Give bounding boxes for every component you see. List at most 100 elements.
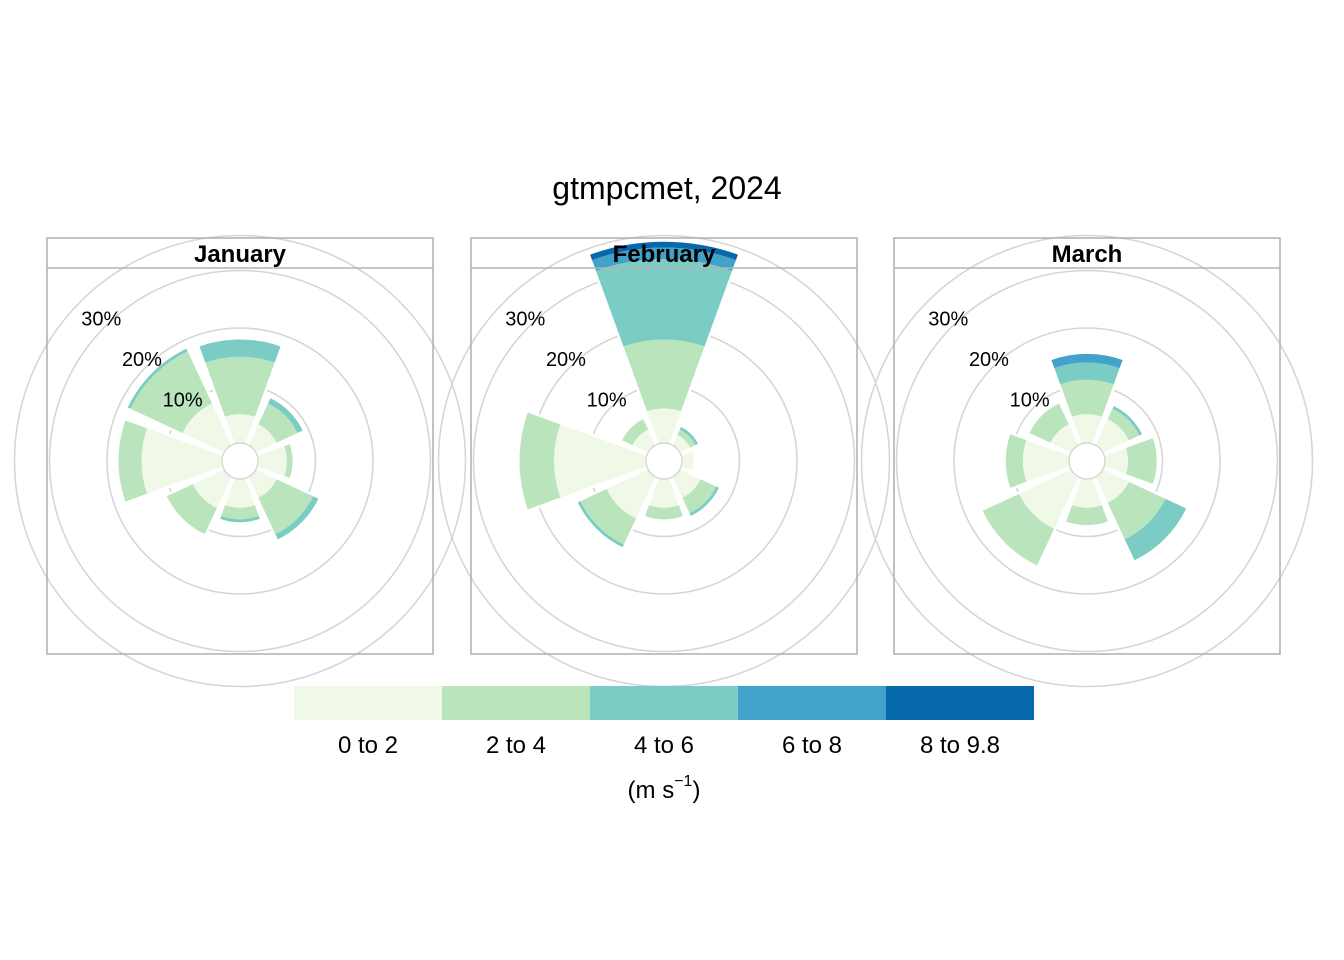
sector-0-2-to-4 (1059, 379, 1115, 418)
sector-separator (642, 416, 658, 446)
ring-label-10: 10% (587, 390, 627, 412)
ring-label-30: 30% (928, 308, 968, 330)
sector-225-0-to-2 (1018, 468, 1080, 530)
sector-270-0-to-2 (141, 427, 224, 495)
grid-ring-outer (13, 234, 467, 688)
sector-separator (1103, 466, 1155, 487)
sector-315-2-to-4 (129, 350, 213, 434)
sector-separator (1092, 358, 1126, 445)
sector-225-2-to-4 (982, 492, 1056, 566)
sector-270-2-to-4 (118, 419, 148, 503)
sector-separator (679, 467, 722, 489)
sector-separator (1026, 432, 1072, 455)
sector-separator (642, 477, 659, 518)
ring-labels: 10%20%30% (505, 308, 627, 411)
sector-90-0-to-2 (1103, 446, 1129, 476)
sector-separator (1102, 467, 1189, 510)
sector-separator (587, 252, 659, 445)
sector-separator (203, 476, 234, 537)
sector-270-2-to-4 (1005, 433, 1027, 489)
sector-45-4-to-6 (678, 426, 699, 447)
sector-separator (619, 439, 649, 455)
sector-separator (680, 449, 694, 456)
sector-225-2-to-4 (579, 488, 637, 546)
sector-separator (256, 466, 292, 481)
sector-135-4-to-6 (274, 495, 319, 540)
ring-label-20: 20% (546, 349, 586, 371)
sector-180-2-to-4 (644, 504, 684, 520)
ring-label-20: 20% (122, 349, 162, 371)
ring-label-30: 30% (81, 308, 121, 330)
sector-separator (255, 467, 322, 500)
sector-0-6-to-8 (590, 247, 738, 272)
sector-separator (1008, 466, 1071, 491)
sector-225-2-to-4 (166, 483, 218, 535)
sector-separator (246, 476, 279, 543)
panel-title: March (1052, 241, 1123, 268)
sector-separator (1048, 358, 1082, 445)
sector-separator (1102, 433, 1145, 455)
grid-ring (48, 269, 432, 653)
sector-separator (245, 477, 263, 521)
sector-45-4-to-6 (267, 397, 304, 434)
legend-swatch-6-to-8 (738, 686, 886, 720)
sector-0-4-to-6 (198, 339, 282, 364)
sector-separator (669, 477, 686, 518)
legend-units: (m s−1) (628, 773, 701, 804)
sector-45-2-to-4 (257, 403, 298, 444)
sector-135-2-to-4 (681, 478, 717, 514)
sector-0-2-to-4 (622, 339, 706, 412)
sector-separator (164, 467, 225, 498)
legend-swatch-2-to-4 (442, 686, 590, 720)
sector-90-0-to-2 (680, 450, 694, 472)
panels: 10%20%30%January10%20%30%February10%20%3… (13, 234, 1314, 688)
ring-labels: 10%20%30% (928, 308, 1050, 411)
sector-separator (1036, 476, 1081, 569)
sector-separator (123, 466, 224, 505)
sector-separator (1058, 400, 1081, 446)
grid-ring (106, 327, 374, 595)
sector-135-4-to-6 (688, 485, 720, 517)
ring-label-10: 10% (1010, 390, 1050, 412)
sector-separator (1103, 435, 1155, 456)
legend-label-8-to-9-8: 8 to 9.8 (920, 732, 1000, 759)
ring-label-30: 30% (505, 308, 545, 330)
legend-label-4-to-6: 4 to 6 (634, 732, 694, 759)
sector-separator (670, 424, 682, 446)
panel-frame (893, 237, 1281, 655)
sector-separator (255, 429, 306, 455)
panel-frame (46, 237, 434, 655)
grid-ring-outer (860, 234, 1314, 688)
sector-separator (196, 344, 235, 445)
sector-0-8-to-9-8 (589, 241, 739, 261)
legend-swatch-0-to-2 (294, 686, 442, 720)
sectors (118, 339, 322, 543)
grid-rings (13, 234, 467, 688)
panel-january: 10%20%30% January (13, 234, 467, 688)
sector-45-0-to-2 (671, 434, 691, 454)
sector-separator (1093, 403, 1115, 446)
panel-title: February (613, 241, 716, 268)
sector-separator (123, 417, 224, 456)
sector-315-2-to-4 (1029, 403, 1070, 444)
sector-45-4-to-6 (1111, 405, 1143, 437)
sector-0-6-to-8 (1050, 353, 1124, 369)
sector-180-4-to-6 (219, 515, 261, 523)
ring-labels: 10%20%30% (81, 308, 203, 411)
sector-separator (185, 346, 234, 446)
sector-180-2-to-4 (1065, 504, 1109, 525)
panel-title: January (194, 241, 287, 268)
panel-february: 10%20%30% February (437, 234, 891, 688)
sector-separator (1008, 431, 1071, 456)
sector-separator (670, 476, 692, 519)
sector-separator (621, 476, 658, 550)
sector-separator (679, 443, 701, 455)
sector-0-4-to-6 (1053, 362, 1121, 385)
sector-315-2-to-4 (621, 418, 650, 447)
center-hole (221, 442, 259, 480)
legend-swatch-8-to-9-8 (886, 686, 1034, 720)
sector-90-2-to-4 (1125, 437, 1157, 485)
sector-separator (979, 467, 1072, 512)
sector-270-2-to-4 (519, 411, 561, 511)
